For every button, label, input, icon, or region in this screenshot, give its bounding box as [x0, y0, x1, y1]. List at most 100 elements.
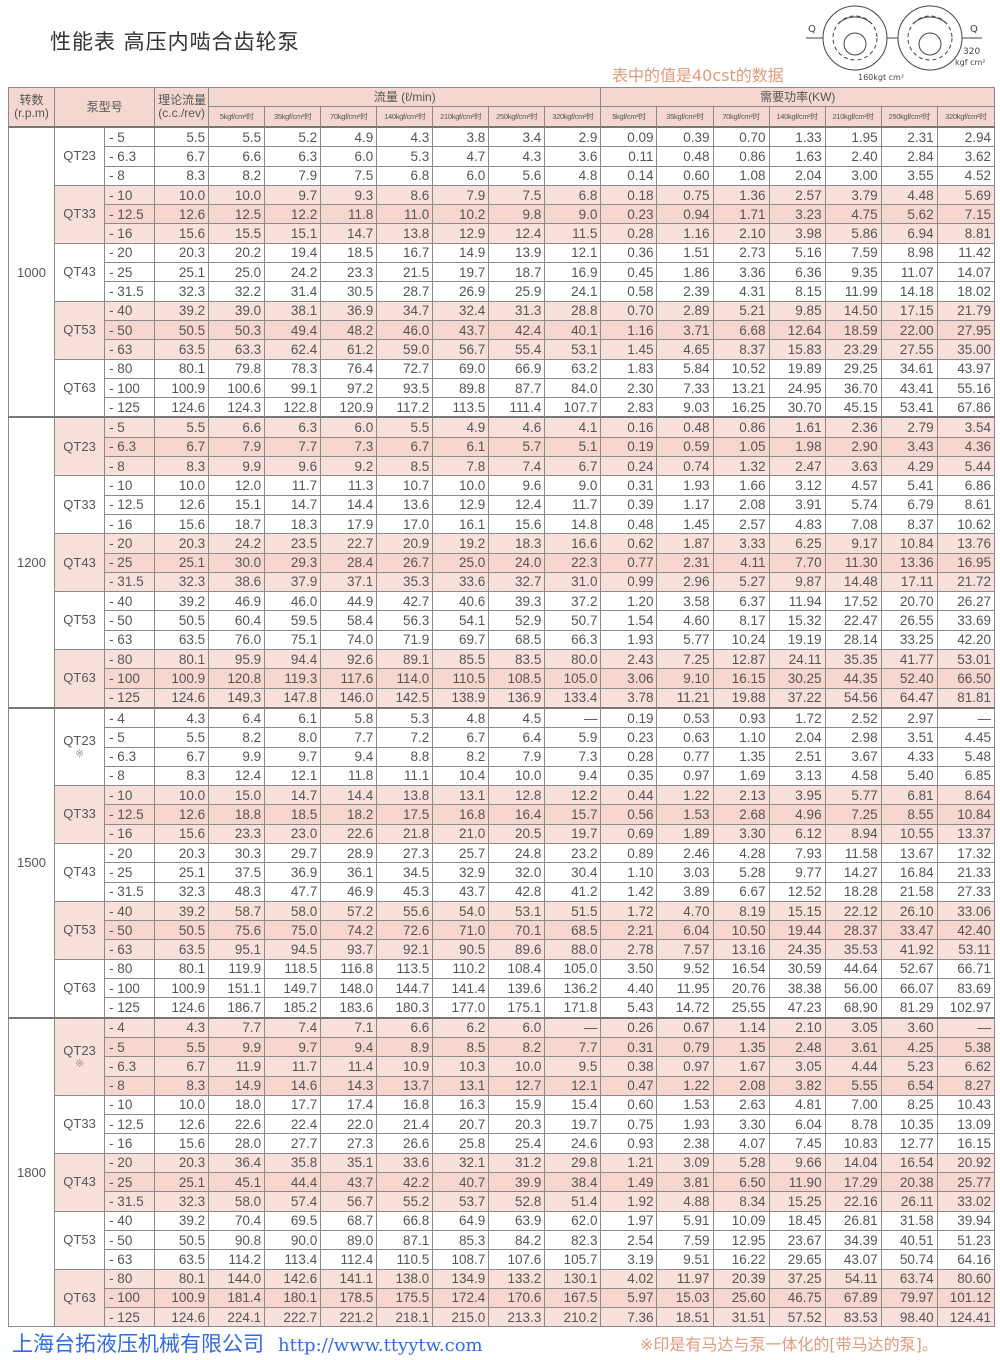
flow-cell: 171.8 — [544, 997, 602, 1019]
theory-flow-cell: 10.0 — [154, 184, 210, 206]
flow-cell: 9.7 — [264, 746, 322, 767]
power-cell: 3.12 — [768, 475, 826, 496]
power-cell: 5.77 — [656, 629, 714, 651]
model-name: QT43 — [63, 554, 96, 570]
model-name: QT63 — [63, 1289, 96, 1305]
rpm-cell: 1000 — [7, 125, 56, 418]
model-name: QT63 — [63, 379, 96, 395]
size-code-cell: - 25 — [104, 262, 156, 283]
flow-cell: 56.7 — [320, 1191, 378, 1212]
power-cell: 21.72 — [936, 571, 996, 593]
flow-cell: 26.6 — [376, 1133, 434, 1154]
theory-flow-cell: 8.3 — [154, 765, 210, 787]
table-row: - 6.3 6.7 9.9 9.7 9.4 8.8 8.2 7.9 7.3 0.28 0.77 1.3… — [9, 746, 996, 767]
power-cell: 1.14 — [712, 1016, 770, 1038]
power-cell: 0.48 — [600, 513, 658, 535]
power-cell: 22.12 — [824, 900, 882, 922]
table-row: - 63 63.5 63.3 62.4 61.2 59.0 56.7 55.4 53.1 1.45… — [9, 339, 996, 360]
power-cell: 52.67 — [880, 958, 938, 980]
power-cell: 6.36 — [768, 262, 826, 283]
power-cell: 5.28 — [712, 1152, 770, 1174]
header-model: 泵型号 — [54, 87, 156, 128]
power-cell: 3.98 — [768, 223, 826, 244]
power-cell: 1.53 — [656, 804, 714, 825]
power-cell: 3.13 — [768, 765, 826, 787]
power-cell: 4.36 — [936, 436, 996, 458]
flow-cell: 90.8 — [208, 1229, 266, 1251]
power-cell: 2.73 — [712, 242, 770, 264]
power-cell: 5.62 — [880, 204, 938, 225]
power-cell: 6.12 — [768, 823, 826, 844]
watermark: 上海台拓液压机械有限公司 http://www.ttyytw.com — [12, 1328, 627, 1358]
power-cell: 8.55 — [880, 804, 938, 825]
power-cell: 80.60 — [936, 1268, 996, 1289]
power-cell: 43.41 — [880, 377, 938, 399]
flow-cell: 7.9 — [488, 746, 546, 767]
table-row: - 31.5 32.3 48.3 47.7 46.9 45.3 43.7 42.8 41.2 1.… — [9, 881, 996, 902]
power-cell: 7.25 — [656, 649, 714, 670]
flow-cell: 93.7 — [320, 939, 378, 960]
power-cell: 3.03 — [656, 862, 714, 883]
flow-cell: 114.2 — [208, 1249, 266, 1270]
power-cell: 12.64 — [768, 319, 826, 341]
power-cell: 4.33 — [880, 746, 938, 767]
flow-cell: 9.0 — [544, 475, 602, 496]
power-cell: 1.87 — [656, 533, 714, 554]
power-cell: 1.16 — [600, 319, 658, 341]
theory-flow-cell: 15.6 — [154, 513, 210, 535]
power-pressure-header: 5kgf/cm²时 — [600, 106, 658, 128]
power-cell: 4.75 — [824, 204, 882, 225]
power-cell: 4.40 — [600, 978, 658, 999]
flow-cell: 12.9 — [432, 494, 490, 515]
size-code-cell: - 8 — [104, 165, 156, 186]
flow-cell: 85.3 — [432, 1229, 490, 1251]
model-cell: QT53 — [54, 300, 106, 360]
flow-cell: 9.0 — [544, 204, 602, 225]
flow-cell: 28.0 — [208, 1133, 266, 1154]
power-cell: 33.25 — [880, 629, 938, 651]
power-cell: 39.94 — [936, 1210, 996, 1231]
power-cell: 2.54 — [600, 1229, 658, 1251]
flow-cell: 149.7 — [264, 978, 322, 999]
power-cell: 38.38 — [768, 978, 826, 999]
theory-flow-cell: 80.1 — [154, 358, 210, 379]
power-cell: 0.77 — [600, 552, 658, 573]
flow-cell: 16.7 — [376, 242, 434, 264]
flow-cell: 66.3 — [544, 629, 602, 651]
flow-cell: 70.1 — [488, 920, 546, 941]
flow-cell: 33.6 — [432, 571, 490, 593]
power-cell: 3.09 — [656, 1152, 714, 1174]
flow-cell: 92.1 — [376, 939, 434, 960]
theory-flow-cell: 63.5 — [154, 1249, 210, 1270]
flow-cell: 31.2 — [488, 1152, 546, 1174]
flow-cell: 14.7 — [264, 494, 322, 515]
flow-cell: 36.1 — [320, 862, 378, 883]
flow-cell: 89.8 — [432, 377, 490, 399]
flow-cell: 74.2 — [320, 920, 378, 941]
flow-cell: 6.8 — [544, 184, 602, 206]
power-cell: 98.40 — [880, 1307, 938, 1328]
flow-cell: 6.0 — [488, 1016, 546, 1038]
power-cell: 0.93 — [712, 706, 770, 729]
power-cell: 0.93 — [600, 1133, 658, 1154]
header-theory: 理论流量 (c.c./rev) — [154, 87, 210, 128]
theory-flow-cell: 80.1 — [154, 1268, 210, 1289]
power-cell: 5.23 — [880, 1056, 938, 1077]
power-cell: 9.77 — [768, 862, 826, 883]
power-cell: 26.55 — [880, 610, 938, 631]
table-row: - 63 63.5 114.2 113.4 112.4 110.5 108.7 107.6 10… — [9, 1249, 996, 1270]
flow-cell: 7.4 — [488, 456, 546, 477]
power-cell: 8.61 — [936, 494, 996, 515]
power-cell: 2.89 — [656, 300, 714, 321]
theory-flow-cell: 80.1 — [154, 649, 210, 670]
power-cell: 3.30 — [712, 1114, 770, 1135]
power-cell: 2.10 — [768, 1016, 826, 1038]
power-cell: 6.04 — [656, 920, 714, 941]
size-code-cell: - 10 — [104, 785, 156, 806]
flow-cell: 84.0 — [544, 377, 602, 399]
theory-flow-cell: 32.3 — [154, 281, 210, 302]
flow-cell: 55.2 — [376, 1191, 434, 1212]
flow-cell: 105.7 — [544, 1249, 602, 1270]
theory-flow-cell: 10.0 — [154, 785, 210, 806]
flow-cell: 5.6 — [488, 165, 546, 186]
